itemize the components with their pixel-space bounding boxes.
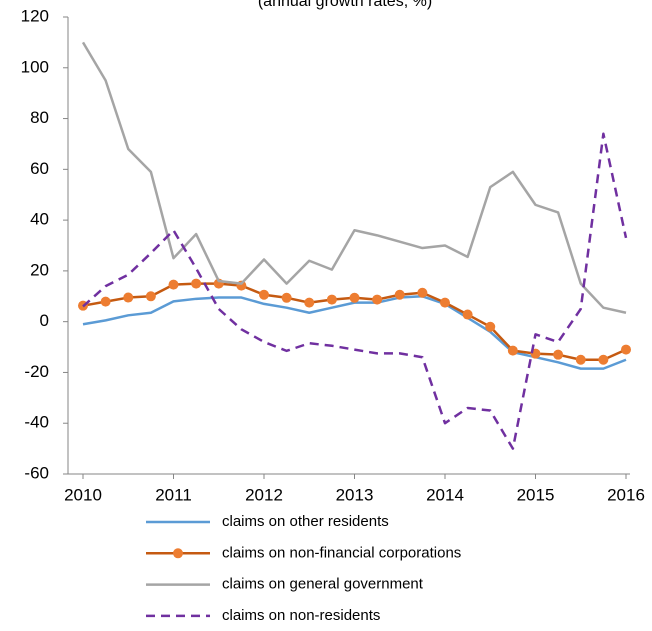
- y-tick-label: 0: [40, 311, 49, 330]
- series-marker: [462, 309, 473, 320]
- legend-label: claims on general government: [222, 576, 424, 593]
- series-marker: [168, 279, 179, 290]
- x-tick-label: 2013: [336, 485, 374, 504]
- series-marker: [485, 321, 496, 332]
- series-marker: [575, 354, 586, 365]
- legend-label: claims on non-financial corporations: [222, 544, 461, 561]
- y-tick-label: -60: [24, 463, 49, 482]
- chart-title: (annual growth rates, %): [258, 0, 432, 10]
- y-tick-label: 120: [21, 6, 49, 25]
- y-tick-label: 40: [30, 210, 49, 229]
- legend-label: claims on other residents: [222, 513, 389, 530]
- series-marker: [553, 349, 564, 360]
- legend-label: claims on non-residents: [222, 607, 380, 624]
- series-marker: [621, 344, 631, 355]
- series-marker: [145, 291, 156, 302]
- x-tick-label: 2010: [64, 485, 102, 504]
- series-marker: [394, 289, 405, 300]
- series-marker: [100, 296, 111, 307]
- legend-marker: [173, 548, 183, 559]
- series-marker: [259, 289, 269, 300]
- series-marker: [440, 297, 450, 308]
- series-marker: [507, 345, 518, 356]
- y-tick-label: 60: [30, 159, 49, 178]
- x-tick-label: 2014: [426, 485, 464, 504]
- x-tick-label: 2012: [245, 485, 283, 504]
- series-line: [82, 295, 627, 370]
- series-line: [81, 41, 627, 315]
- series-marker: [349, 292, 360, 303]
- x-tick-label: 2011: [155, 485, 192, 504]
- y-tick-label: -40: [24, 413, 49, 432]
- y-tick-label: -20: [24, 362, 49, 381]
- x-tick-label: 2016: [607, 485, 645, 504]
- x-tick-label: 2015: [517, 485, 555, 504]
- series-marker: [191, 278, 202, 289]
- series-marker: [326, 294, 337, 305]
- series-marker: [281, 292, 292, 303]
- y-tick-label: 80: [30, 108, 49, 127]
- series-marker: [417, 287, 428, 298]
- series-marker: [372, 294, 383, 305]
- y-tick-label: 20: [30, 260, 49, 279]
- series-marker: [598, 354, 609, 365]
- y-tick-label: 100: [21, 57, 49, 76]
- series-marker: [304, 297, 315, 308]
- series-marker: [123, 292, 134, 303]
- series-line: [82, 132, 628, 450]
